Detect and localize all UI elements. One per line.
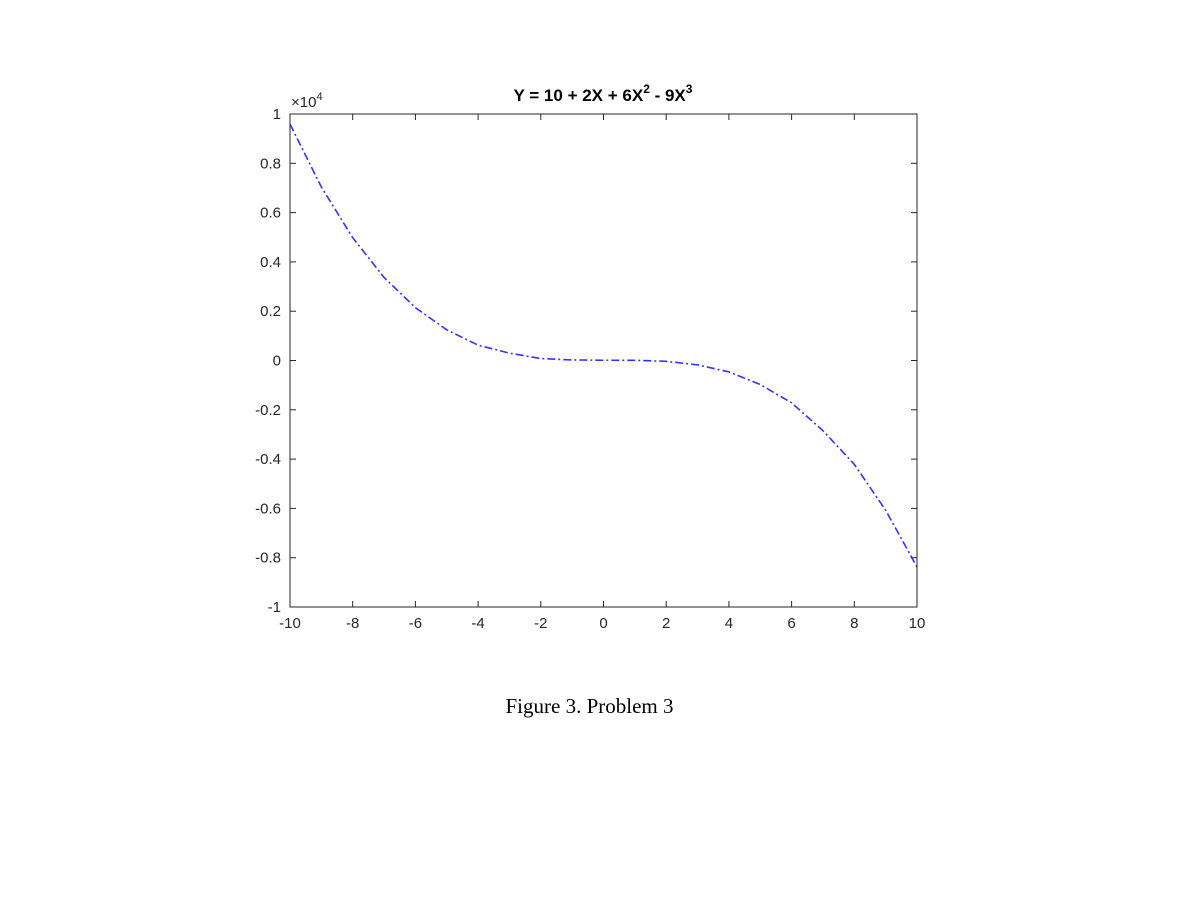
y-tick-label: -0.6 <box>255 500 281 517</box>
series-line <box>289 123 918 568</box>
x-tick-label: 10 <box>909 615 926 632</box>
axes-box <box>289 113 918 608</box>
x-tick-label: -4 <box>471 615 484 632</box>
y-tick-label: 1 <box>273 106 281 123</box>
y-tick-label: 0 <box>273 353 281 370</box>
x-tick-label: -10 <box>279 615 301 632</box>
y-tick-label: 0.6 <box>260 205 281 222</box>
plot-area <box>289 123 918 568</box>
y-tick-label: -1 <box>268 599 281 616</box>
y-tick-label: 0.2 <box>260 303 281 320</box>
x-tick-label: -8 <box>346 615 359 632</box>
y-tick-label: 0.4 <box>260 254 281 271</box>
y-tick-label: -0.2 <box>255 402 281 419</box>
x-tick-label: 4 <box>725 615 733 632</box>
x-axis: -10 -8 -6 -4 -2 0 2 4 6 8 10 <box>279 114 925 632</box>
y-axis-exponent: ×104 <box>291 91 323 111</box>
y-tick-label: -0.8 <box>255 550 281 567</box>
x-tick-label: 2 <box>662 615 670 632</box>
chart-title: Y = 10 + 2X + 6X2 - 9X3 <box>514 82 693 105</box>
figure-caption: Figure 3. Problem 3 <box>505 694 674 718</box>
y-tick-label: 0.8 <box>260 155 281 172</box>
x-tick-label: 0 <box>599 615 607 632</box>
x-tick-label: 6 <box>787 615 795 632</box>
y-axis: -1 -0.8 -0.6 -0.4 -0.2 0 0.2 0.4 0.6 0.8 1 <box>255 106 917 616</box>
x-tick-label: 8 <box>850 615 858 632</box>
y-tick-label: -0.4 <box>255 451 281 468</box>
x-tick-label: -2 <box>534 615 547 632</box>
x-tick-label: -6 <box>409 615 422 632</box>
